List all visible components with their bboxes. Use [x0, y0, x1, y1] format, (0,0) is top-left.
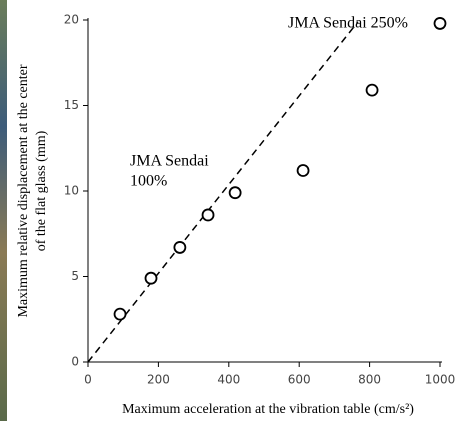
x-tick-label: 800: [358, 373, 381, 387]
point: [201, 208, 215, 222]
point: [365, 83, 379, 97]
point: [113, 307, 127, 321]
point: [173, 241, 187, 254]
y-axis-label: Maximum relative displacement at the cen…: [16, 64, 31, 317]
x-tick-label: 200: [147, 373, 170, 387]
photo-strip: [0, 0, 7, 421]
y-tick-label: 15: [64, 98, 79, 112]
y-tick-label: 20: [64, 13, 79, 27]
y-tick-label: 5: [71, 269, 79, 283]
x-axis-label: Maximum acceleration at the vibration ta…: [122, 402, 414, 417]
y-axis-label: of the flat glass (mm): [34, 130, 49, 251]
point: [144, 271, 158, 285]
x-tick-label: 1000: [425, 373, 456, 387]
x-tick-label: 0: [84, 373, 92, 387]
point: [433, 17, 447, 30]
annotation: JMA Sendai 250%: [288, 15, 408, 32]
y-tick-label: 10: [64, 184, 79, 198]
x-tick-label: 400: [217, 373, 240, 387]
x-tick-label: 600: [288, 373, 311, 387]
fit-line: [87, 21, 359, 363]
y-tick-label: 0: [71, 355, 79, 369]
annotation: JMA Sendai: [130, 153, 209, 170]
point: [228, 186, 242, 200]
annotation: 100%: [130, 173, 167, 190]
point: [296, 164, 310, 177]
